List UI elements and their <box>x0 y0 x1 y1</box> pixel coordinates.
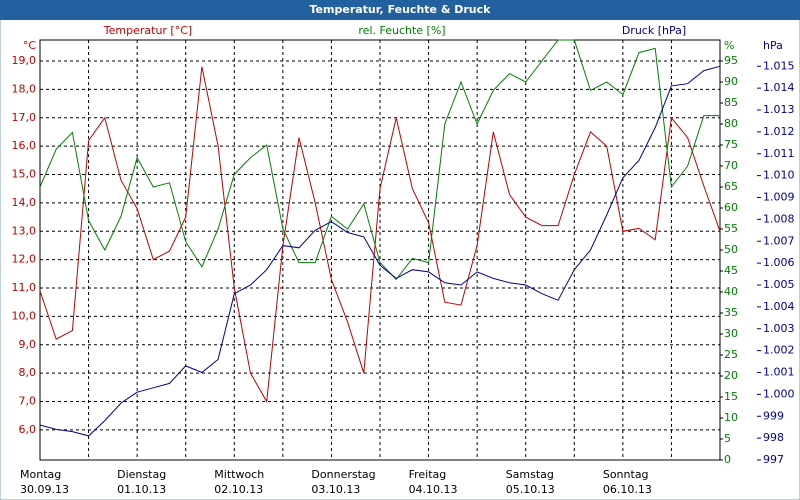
y3-tick-label: 1.013 <box>763 103 795 116</box>
x-tick-date: 04.10.13 <box>409 483 458 496</box>
y-tick-label: 9,0 <box>19 338 37 351</box>
y-tick-label: 15,0 <box>12 168 37 181</box>
y2-tick-label: 95 <box>724 54 738 67</box>
y-tick-label: 19,0 <box>12 54 37 67</box>
y-tick-label: 7,0 <box>19 395 37 408</box>
y2-tick-label: 40 <box>724 285 738 298</box>
y3-unit: hPa <box>763 39 783 52</box>
y3-tick-label: 1.007 <box>763 234 795 247</box>
x-tick-label: Mittwoch <box>214 468 264 481</box>
y2-tick-label: 75 <box>724 138 738 151</box>
y3-tick-label: 1.015 <box>763 59 795 72</box>
x-tick-date: 06.10.13 <box>603 483 652 496</box>
y-tick-label: 16,0 <box>12 139 37 152</box>
y2-tick-label: 45 <box>724 264 738 277</box>
x-tick-label: Freitag <box>409 468 447 481</box>
y2-tick-label: 65 <box>724 180 738 193</box>
x-tick-label: Sonntag <box>603 468 649 481</box>
x-tick-label: Donnerstag <box>311 468 375 481</box>
y-tick-label: 11,0 <box>12 281 37 294</box>
y2-tick-label: 30 <box>724 327 738 340</box>
y3-tick-label: 1.003 <box>763 322 795 335</box>
y3-tick-label: 1.009 <box>763 191 795 204</box>
y2-tick-label: 90 <box>724 75 738 88</box>
y2-tick-label: 80 <box>724 117 738 130</box>
y2-tick-label: 60 <box>724 201 738 214</box>
y-tick-label: 10,0 <box>12 309 37 322</box>
x-tick-date: 30.09.13 <box>20 483 69 496</box>
y3-tick-label: 1.006 <box>763 256 795 269</box>
y-tick-label: 13,0 <box>12 224 37 237</box>
y-tick-label: 12,0 <box>12 253 37 266</box>
y3-tick-label: 1.002 <box>763 344 795 357</box>
y-tick-label: 18,0 <box>12 82 37 95</box>
y3-label: Druck [hPa] <box>622 24 686 37</box>
y-unit: °C <box>23 39 37 52</box>
y3-tick-label: 1.004 <box>763 300 795 313</box>
x-tick-label: Samstag <box>506 468 554 481</box>
y3-tick-label: 998 <box>763 431 784 444</box>
y3-tick-label: 1.008 <box>763 212 795 225</box>
y2-tick-label: 25 <box>724 348 738 361</box>
y2-label: rel. Feuchte [%] <box>358 24 445 37</box>
y3-tick-label: 999 <box>763 409 784 422</box>
y2-tick-label: 0 <box>724 453 731 466</box>
y2-tick-label: 70 <box>724 159 738 172</box>
x-tick-label: Dienstag <box>117 468 166 481</box>
y3-tick-label: 1.010 <box>763 169 795 182</box>
y2-tick-label: 5 <box>724 432 731 445</box>
y3-tick-label: 1.001 <box>763 366 795 379</box>
series-line <box>39 66 721 404</box>
series-line <box>39 65 721 437</box>
y2-tick-label: 20 <box>724 369 738 382</box>
y3-tick-label: 1.014 <box>763 81 795 94</box>
title-bar <box>0 0 800 20</box>
x-tick-date: 03.10.13 <box>311 483 360 496</box>
series-line <box>39 39 720 281</box>
y2-unit: % <box>724 39 734 52</box>
y3-tick-label: 997 <box>763 453 784 466</box>
y3-tick-label: 1.005 <box>763 278 795 291</box>
y-tick-label: 14,0 <box>12 196 37 209</box>
y2-tick-label: 50 <box>724 243 738 256</box>
y2-tick-label: 15 <box>724 390 738 403</box>
y-tick-label: 8,0 <box>19 366 37 379</box>
y2-tick-label: 85 <box>724 96 738 109</box>
y2-tick-label: 10 <box>724 411 738 424</box>
y-label: Temperatur [°C] <box>103 24 192 37</box>
y3-tick-label: 1.012 <box>763 125 795 138</box>
x-tick-label: Montag <box>20 468 61 481</box>
y3-tick-label: 1.000 <box>763 387 795 400</box>
chart-title: Temperatur, Feuchte & Druck <box>310 3 492 16</box>
y-tick-label: 17,0 <box>12 111 37 124</box>
x-tick-date: 02.10.13 <box>214 483 263 496</box>
y2-tick-label: 35 <box>724 306 738 319</box>
y3-tick-label: 1.011 <box>763 147 795 160</box>
y2-tick-label: 55 <box>724 222 738 235</box>
x-tick-date: 05.10.13 <box>506 483 555 496</box>
y-tick-label: 6,0 <box>19 423 37 436</box>
x-tick-date: 01.10.13 <box>117 483 166 496</box>
